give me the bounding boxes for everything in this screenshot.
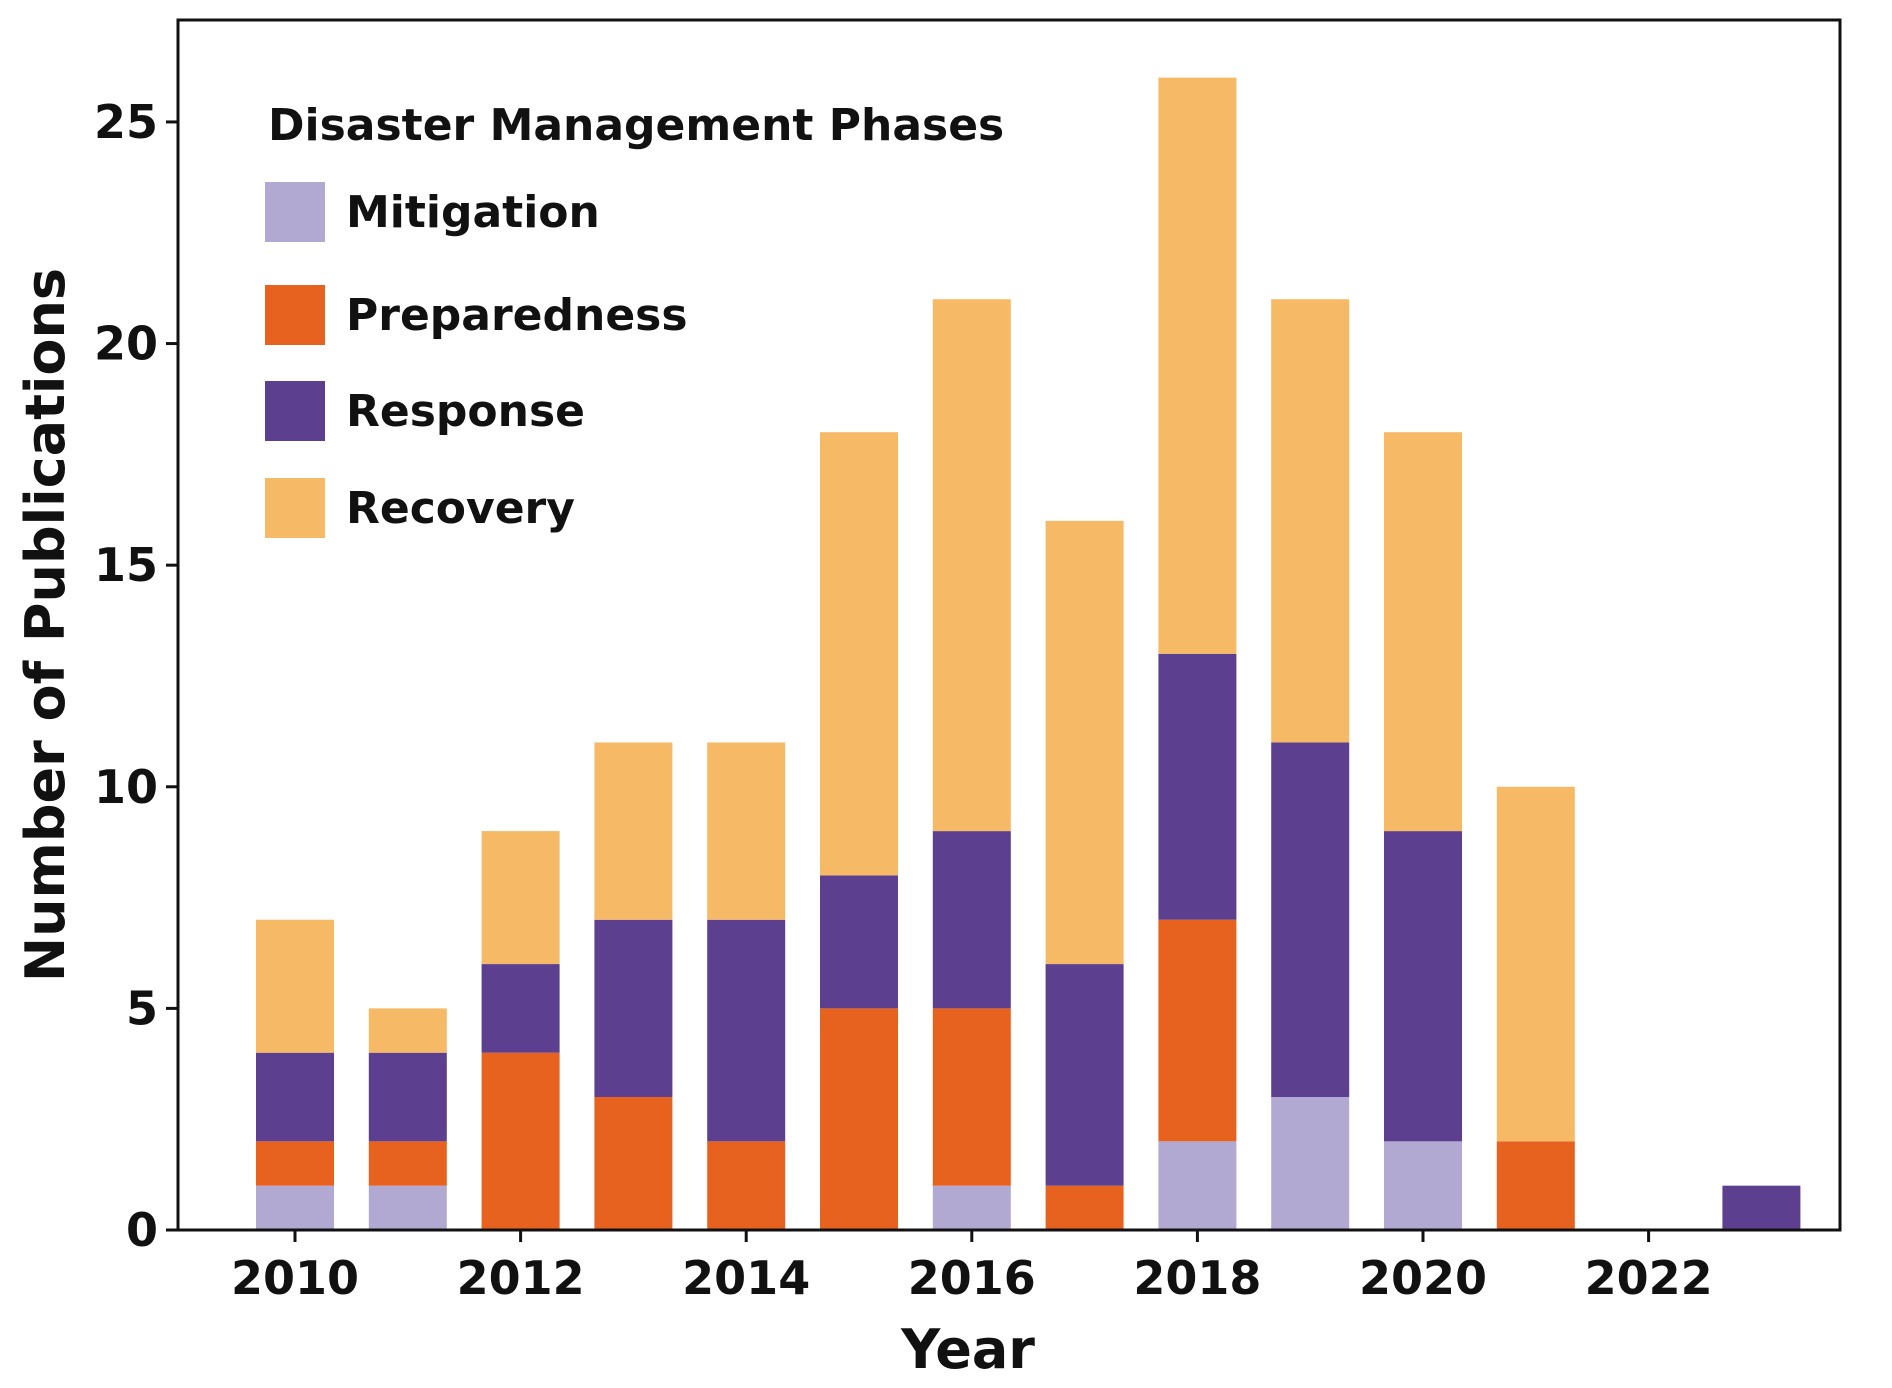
bar-recovery-2012 <box>481 831 560 965</box>
y-tick-label-5: 5 <box>126 981 158 1035</box>
bar-mitigation-2011 <box>368 1185 447 1230</box>
bar-recovery-2011 <box>368 1008 447 1053</box>
x-tick-label-2020: 2020 <box>1359 1251 1487 1305</box>
bar-preparedness-2014 <box>707 1141 786 1230</box>
bar-recovery-2015 <box>820 432 898 876</box>
y-axis: 0 5 10 15 20 25 <box>94 95 178 1257</box>
x-tick-label-2018: 2018 <box>1133 1251 1261 1305</box>
x-axis-title: Year <box>900 1318 1035 1381</box>
bar-preparedness-2013 <box>594 1097 673 1230</box>
bar-preparedness-2016 <box>932 1008 1011 1186</box>
x-axis: 2010 2012 2014 2016 2018 2020 2022 <box>231 1230 1713 1305</box>
y-tick-label-15: 15 <box>94 538 158 592</box>
y-tick-label-0: 0 <box>126 1203 158 1257</box>
y-tick-label-25: 25 <box>94 95 158 149</box>
legend-swatch-recovery <box>265 478 325 538</box>
bar-recovery-2021 <box>1496 786 1575 1142</box>
bar-recovery-2013 <box>594 742 673 920</box>
bars-layer <box>256 77 1801 1230</box>
bar-response-2015 <box>820 875 898 1009</box>
bar-response-2013 <box>594 919 673 1098</box>
x-tick-label-2022: 2022 <box>1585 1251 1713 1305</box>
legend-title: Disaster Management Phases <box>268 100 1004 151</box>
legend-label-recovery: Recovery <box>346 483 575 534</box>
legend-swatch-mitigation <box>265 182 325 242</box>
bar-response-2012 <box>481 964 560 1053</box>
bar-preparedness-2015 <box>820 1008 898 1230</box>
bar-preparedness-2021 <box>1496 1141 1575 1230</box>
legend: Disaster Management Phases Mitigation Pre… <box>265 100 1004 538</box>
bar-response-2020 <box>1384 831 1462 1142</box>
bar-response-2011 <box>368 1052 447 1142</box>
bar-preparedness-2010 <box>256 1141 334 1186</box>
bar-response-2018 <box>1158 653 1237 920</box>
bar-mitigation-2018 <box>1158 1141 1237 1230</box>
bar-recovery-2016 <box>932 299 1011 832</box>
y-axis-title: Number of Publications <box>14 268 77 982</box>
bar-preparedness-2012 <box>481 1052 560 1230</box>
y-tick-label-20: 20 <box>94 317 158 371</box>
x-tick-label-2016: 2016 <box>908 1251 1036 1305</box>
bar-response-2016 <box>932 831 1011 1009</box>
x-tick-label-2010: 2010 <box>231 1251 359 1305</box>
legend-swatch-response <box>265 381 325 441</box>
bar-recovery-2018 <box>1158 77 1237 654</box>
plot-frame <box>176 18 1842 1232</box>
legend-label-preparedness: Preparedness <box>346 290 688 341</box>
bar-mitigation-2019 <box>1271 1097 1350 1230</box>
bar-preparedness-2017 <box>1045 1185 1124 1230</box>
bar-recovery-2020 <box>1384 432 1462 832</box>
bar-recovery-2014 <box>707 742 786 920</box>
bar-preparedness-2018 <box>1158 919 1237 1142</box>
bar-mitigation-2020 <box>1384 1141 1462 1230</box>
bar-response-2017 <box>1045 964 1124 1186</box>
bar-response-2010 <box>256 1052 334 1142</box>
bar-response-2019 <box>1271 742 1350 1098</box>
x-tick-label-2014: 2014 <box>682 1251 810 1305</box>
y-tick-label-10: 10 <box>94 760 158 814</box>
bar-response-2014 <box>707 919 786 1142</box>
legend-label-mitigation: Mitigation <box>346 187 600 238</box>
bar-response-2023 <box>1722 1185 1801 1230</box>
x-tick-label-2012: 2012 <box>457 1251 585 1305</box>
bar-recovery-2017 <box>1045 520 1124 965</box>
legend-swatch-preparedness <box>265 285 325 345</box>
bar-recovery-2010 <box>256 919 334 1053</box>
legend-label-response: Response <box>346 386 585 437</box>
bar-recovery-2019 <box>1271 299 1350 743</box>
bar-mitigation-2016 <box>932 1185 1011 1230</box>
bar-mitigation-2010 <box>256 1185 334 1230</box>
bar-preparedness-2011 <box>368 1141 447 1186</box>
